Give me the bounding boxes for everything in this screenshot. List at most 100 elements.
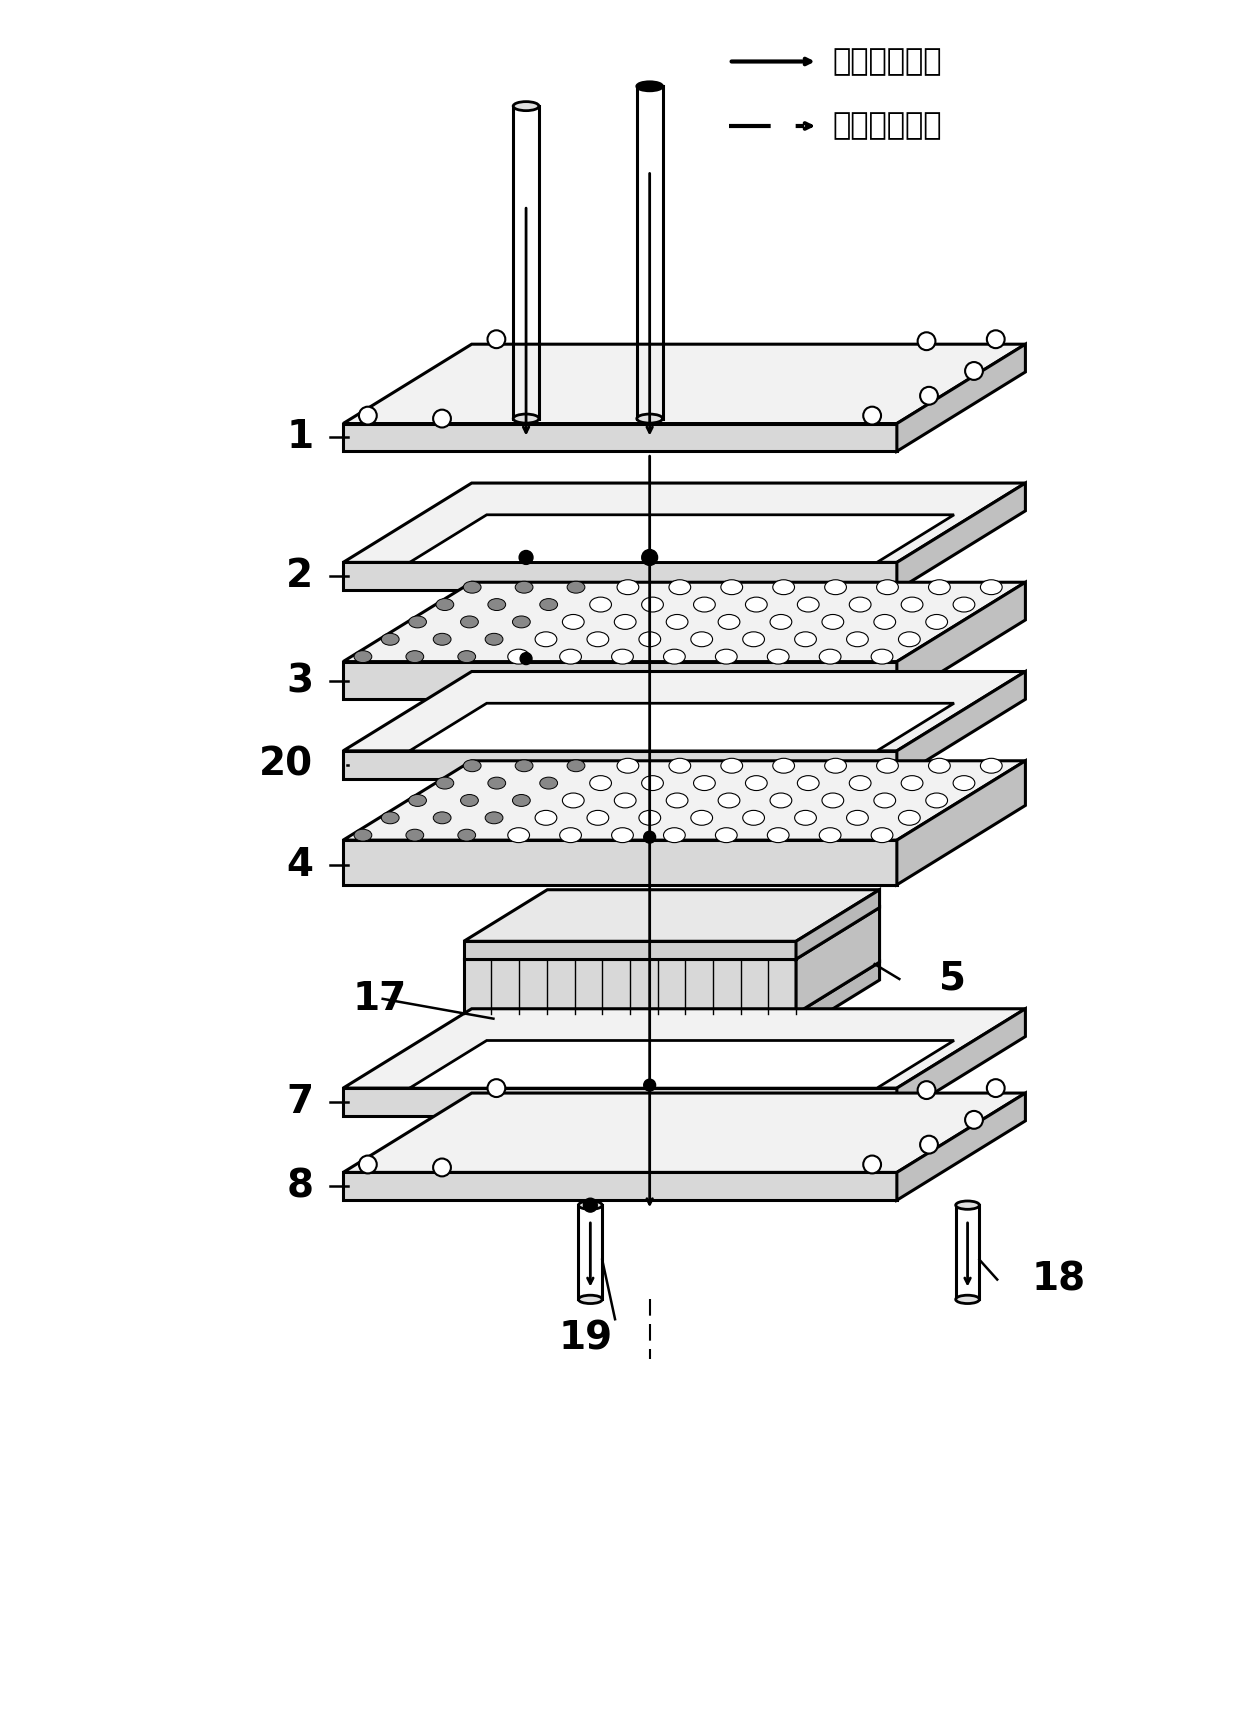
Ellipse shape — [567, 761, 585, 771]
Polygon shape — [343, 582, 1025, 661]
Polygon shape — [409, 704, 954, 750]
Ellipse shape — [847, 810, 868, 826]
Circle shape — [583, 1197, 598, 1213]
Ellipse shape — [464, 581, 481, 593]
Polygon shape — [464, 1014, 796, 1031]
Ellipse shape — [539, 778, 558, 790]
Ellipse shape — [507, 827, 529, 843]
Ellipse shape — [872, 827, 893, 843]
Ellipse shape — [693, 598, 715, 612]
Ellipse shape — [513, 101, 539, 111]
Circle shape — [433, 1158, 451, 1177]
Ellipse shape — [639, 632, 661, 648]
Ellipse shape — [611, 827, 634, 843]
Ellipse shape — [436, 598, 454, 610]
Polygon shape — [897, 761, 1025, 886]
Ellipse shape — [929, 759, 950, 773]
Circle shape — [863, 406, 882, 425]
Ellipse shape — [773, 579, 795, 594]
Ellipse shape — [745, 776, 768, 790]
Ellipse shape — [618, 759, 639, 773]
Ellipse shape — [743, 632, 765, 648]
Polygon shape — [343, 750, 897, 779]
Circle shape — [987, 331, 1004, 348]
Ellipse shape — [847, 632, 868, 648]
Ellipse shape — [536, 810, 557, 826]
Polygon shape — [464, 942, 796, 959]
Polygon shape — [897, 1093, 1025, 1201]
Ellipse shape — [691, 810, 713, 826]
Polygon shape — [343, 344, 1025, 423]
Text: 20: 20 — [259, 745, 314, 785]
Ellipse shape — [926, 793, 947, 809]
Ellipse shape — [795, 632, 816, 648]
Circle shape — [644, 831, 656, 843]
Ellipse shape — [872, 649, 893, 665]
Ellipse shape — [353, 829, 372, 841]
Text: 19: 19 — [558, 1319, 613, 1357]
Polygon shape — [897, 671, 1025, 779]
Ellipse shape — [825, 579, 847, 594]
Ellipse shape — [929, 579, 950, 594]
Circle shape — [965, 361, 983, 380]
Ellipse shape — [590, 776, 611, 790]
Text: 燃烧反应通路: 燃烧反应通路 — [832, 111, 942, 140]
Ellipse shape — [956, 1201, 980, 1209]
Ellipse shape — [637, 82, 662, 91]
Ellipse shape — [718, 615, 740, 629]
Ellipse shape — [433, 634, 451, 646]
Ellipse shape — [579, 1201, 603, 1209]
Ellipse shape — [507, 649, 529, 665]
Circle shape — [644, 1079, 656, 1091]
Text: 5: 5 — [939, 959, 966, 999]
Ellipse shape — [849, 776, 870, 790]
Polygon shape — [343, 661, 897, 699]
Circle shape — [358, 1156, 377, 1173]
Ellipse shape — [405, 829, 424, 841]
Ellipse shape — [641, 598, 663, 612]
Ellipse shape — [382, 634, 399, 646]
Polygon shape — [464, 963, 879, 1014]
Ellipse shape — [485, 812, 503, 824]
Ellipse shape — [877, 759, 898, 773]
Text: 7: 7 — [286, 1083, 314, 1120]
Ellipse shape — [353, 651, 372, 663]
Ellipse shape — [405, 651, 424, 663]
Ellipse shape — [770, 615, 792, 629]
Ellipse shape — [663, 649, 686, 665]
Ellipse shape — [587, 632, 609, 648]
Ellipse shape — [901, 776, 923, 790]
Polygon shape — [343, 671, 1025, 750]
Polygon shape — [464, 959, 796, 1014]
Ellipse shape — [820, 827, 841, 843]
Polygon shape — [343, 839, 897, 886]
Ellipse shape — [590, 598, 611, 612]
Ellipse shape — [637, 415, 662, 423]
Ellipse shape — [715, 827, 737, 843]
Text: 8: 8 — [286, 1167, 314, 1206]
Ellipse shape — [822, 615, 843, 629]
Circle shape — [520, 550, 533, 564]
Ellipse shape — [718, 793, 740, 809]
Circle shape — [863, 1156, 882, 1173]
Polygon shape — [343, 1088, 897, 1115]
Ellipse shape — [691, 632, 713, 648]
Ellipse shape — [641, 776, 663, 790]
Text: 18: 18 — [1032, 1261, 1086, 1298]
Ellipse shape — [487, 778, 506, 790]
Ellipse shape — [795, 810, 816, 826]
Ellipse shape — [512, 795, 531, 807]
Ellipse shape — [559, 827, 582, 843]
Ellipse shape — [663, 827, 686, 843]
Ellipse shape — [436, 778, 454, 790]
Circle shape — [918, 332, 935, 349]
Ellipse shape — [956, 1295, 980, 1304]
Ellipse shape — [874, 793, 895, 809]
Polygon shape — [409, 1040, 954, 1088]
Ellipse shape — [981, 579, 1002, 594]
Ellipse shape — [666, 793, 688, 809]
Ellipse shape — [382, 812, 399, 824]
Ellipse shape — [770, 793, 792, 809]
Ellipse shape — [513, 415, 539, 423]
Ellipse shape — [666, 615, 688, 629]
